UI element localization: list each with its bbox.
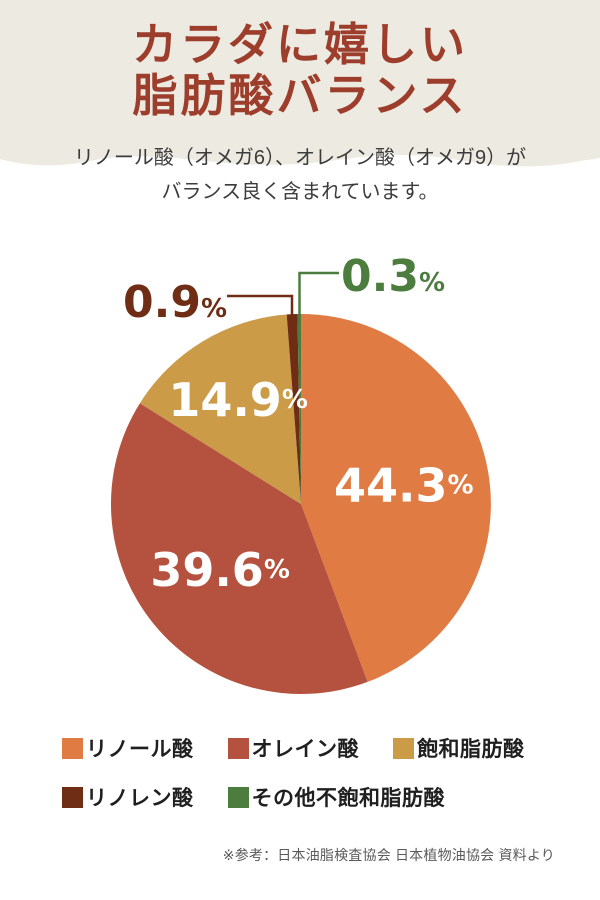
page-title: カラダに嬉しい 脂肪酸バランス bbox=[0, 18, 600, 122]
page-subtitle: リノール酸（オメガ6）、オレイン酸（オメガ9）が バランス良く含まれています。 bbox=[0, 141, 600, 210]
pie-slice-0 bbox=[301, 314, 491, 682]
page-title-line2: 脂肪酸バランス bbox=[132, 68, 468, 122]
legend-item-linoleic: リノール酸 bbox=[62, 733, 194, 763]
legend-swatch-linolenic bbox=[62, 786, 83, 808]
legend-item-linolenic: リノレン酸 bbox=[62, 782, 194, 812]
callout-line-4 bbox=[298, 271, 339, 317]
header-wave-path bbox=[0, 146, 600, 167]
legend-label-other-unsaturated: その他不飽和脂肪酸 bbox=[251, 787, 445, 810]
slice-value-label-0: 44.3% bbox=[334, 458, 474, 512]
slice-value-label-3: 0.9% bbox=[123, 277, 227, 328]
slice-value-label-2: 14.9% bbox=[168, 373, 308, 427]
legend-swatch-other-unsaturated bbox=[227, 786, 249, 808]
page-subtitle-line1: リノール酸（オメガ6）、オレイン酸（オメガ9）が bbox=[73, 147, 527, 169]
slice-value-label-1: 39.6% bbox=[150, 543, 290, 597]
legend-swatch-linoleic bbox=[62, 737, 83, 759]
callout-line-3 bbox=[227, 294, 294, 319]
header-banner bbox=[0, 0, 600, 146]
legend-row-1: リノール酸 オレイン酸 飽和脂肪酸 bbox=[62, 733, 582, 763]
chart-legend: リノール酸 オレイン酸 飽和脂肪酸 リノレン酸 その他不飽和脂肪酸 bbox=[62, 733, 582, 831]
pie-slice-1 bbox=[110, 403, 368, 694]
legend-swatch-oleic bbox=[227, 737, 249, 759]
legend-row-2: リノレン酸 その他不飽和脂肪酸 bbox=[62, 782, 582, 812]
legend-label-linoleic: リノール酸 bbox=[86, 738, 194, 761]
pie-slice-3 bbox=[286, 314, 301, 504]
page-subtitle-line2: バランス良く含まれています。 bbox=[161, 181, 439, 204]
legend-item-saturated: 飽和脂肪酸 bbox=[393, 733, 525, 763]
legend-item-oleic: オレイン酸 bbox=[227, 733, 360, 763]
legend-item-other-unsaturated: その他不飽和脂肪酸 bbox=[227, 782, 446, 812]
page-title-line1: カラダに嬉しい bbox=[131, 18, 468, 71]
header-wave bbox=[0, 146, 600, 167]
legend-label-oleic: オレイン酸 bbox=[251, 738, 359, 761]
source-note: ※参考：日本油脂検査協会 日本植物油協会 資料より bbox=[222, 847, 555, 863]
legend-label-saturated: 飽和脂肪酸 bbox=[417, 738, 525, 761]
legend-swatch-saturated bbox=[393, 737, 414, 759]
pie-slice-4 bbox=[297, 313, 301, 504]
pie-slice-2 bbox=[139, 314, 301, 504]
slice-value-label-4: 0.3% bbox=[341, 251, 445, 302]
legend-label-linolenic: リノレン酸 bbox=[86, 787, 194, 810]
